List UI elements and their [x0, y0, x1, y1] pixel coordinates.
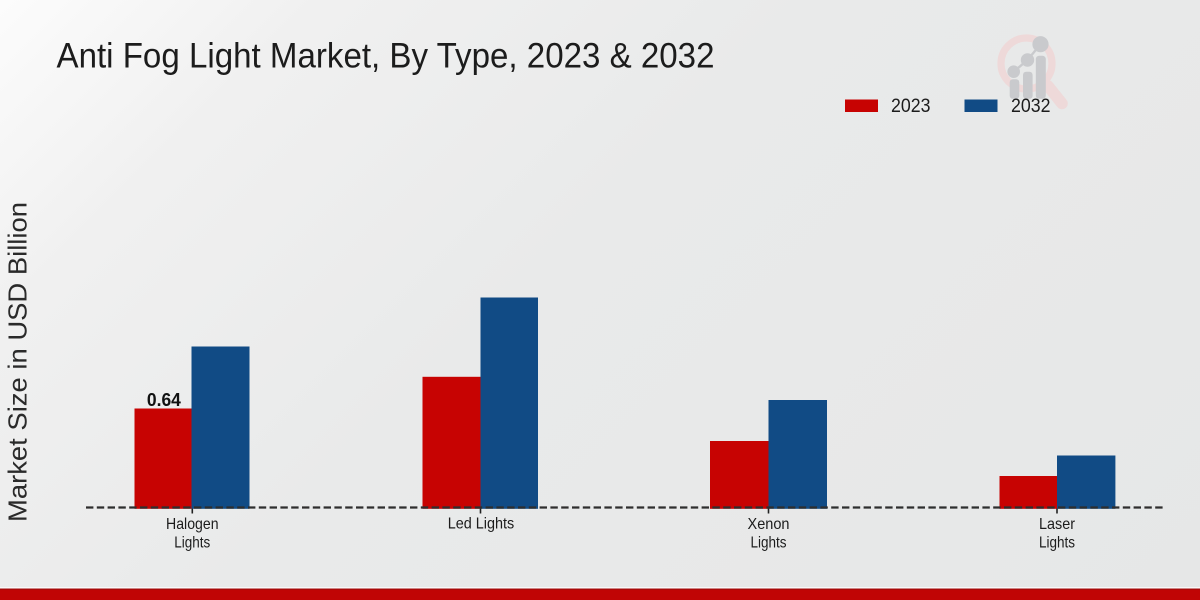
svg-text:Halogen: Halogen: [166, 516, 219, 533]
svg-text:Laser: Laser: [1039, 516, 1076, 533]
svg-text:2023: 2023: [891, 95, 931, 117]
svg-text:2032: 2032: [1011, 95, 1051, 117]
svg-text:Lights: Lights: [174, 535, 210, 552]
svg-text:Market Size in USD Billion: Market Size in USD Billion: [3, 202, 33, 522]
svg-text:Lights: Lights: [1039, 535, 1075, 552]
svg-text:Led Lights: Led Lights: [448, 516, 515, 533]
svg-text:0.64: 0.64: [147, 390, 181, 410]
svg-text:Anti Fog Light Market, By Type: Anti Fog Light Market, By Type, 2023 & 2…: [57, 37, 715, 76]
svg-text:Xenon: Xenon: [748, 516, 790, 533]
svg-text:Lights: Lights: [751, 535, 787, 552]
